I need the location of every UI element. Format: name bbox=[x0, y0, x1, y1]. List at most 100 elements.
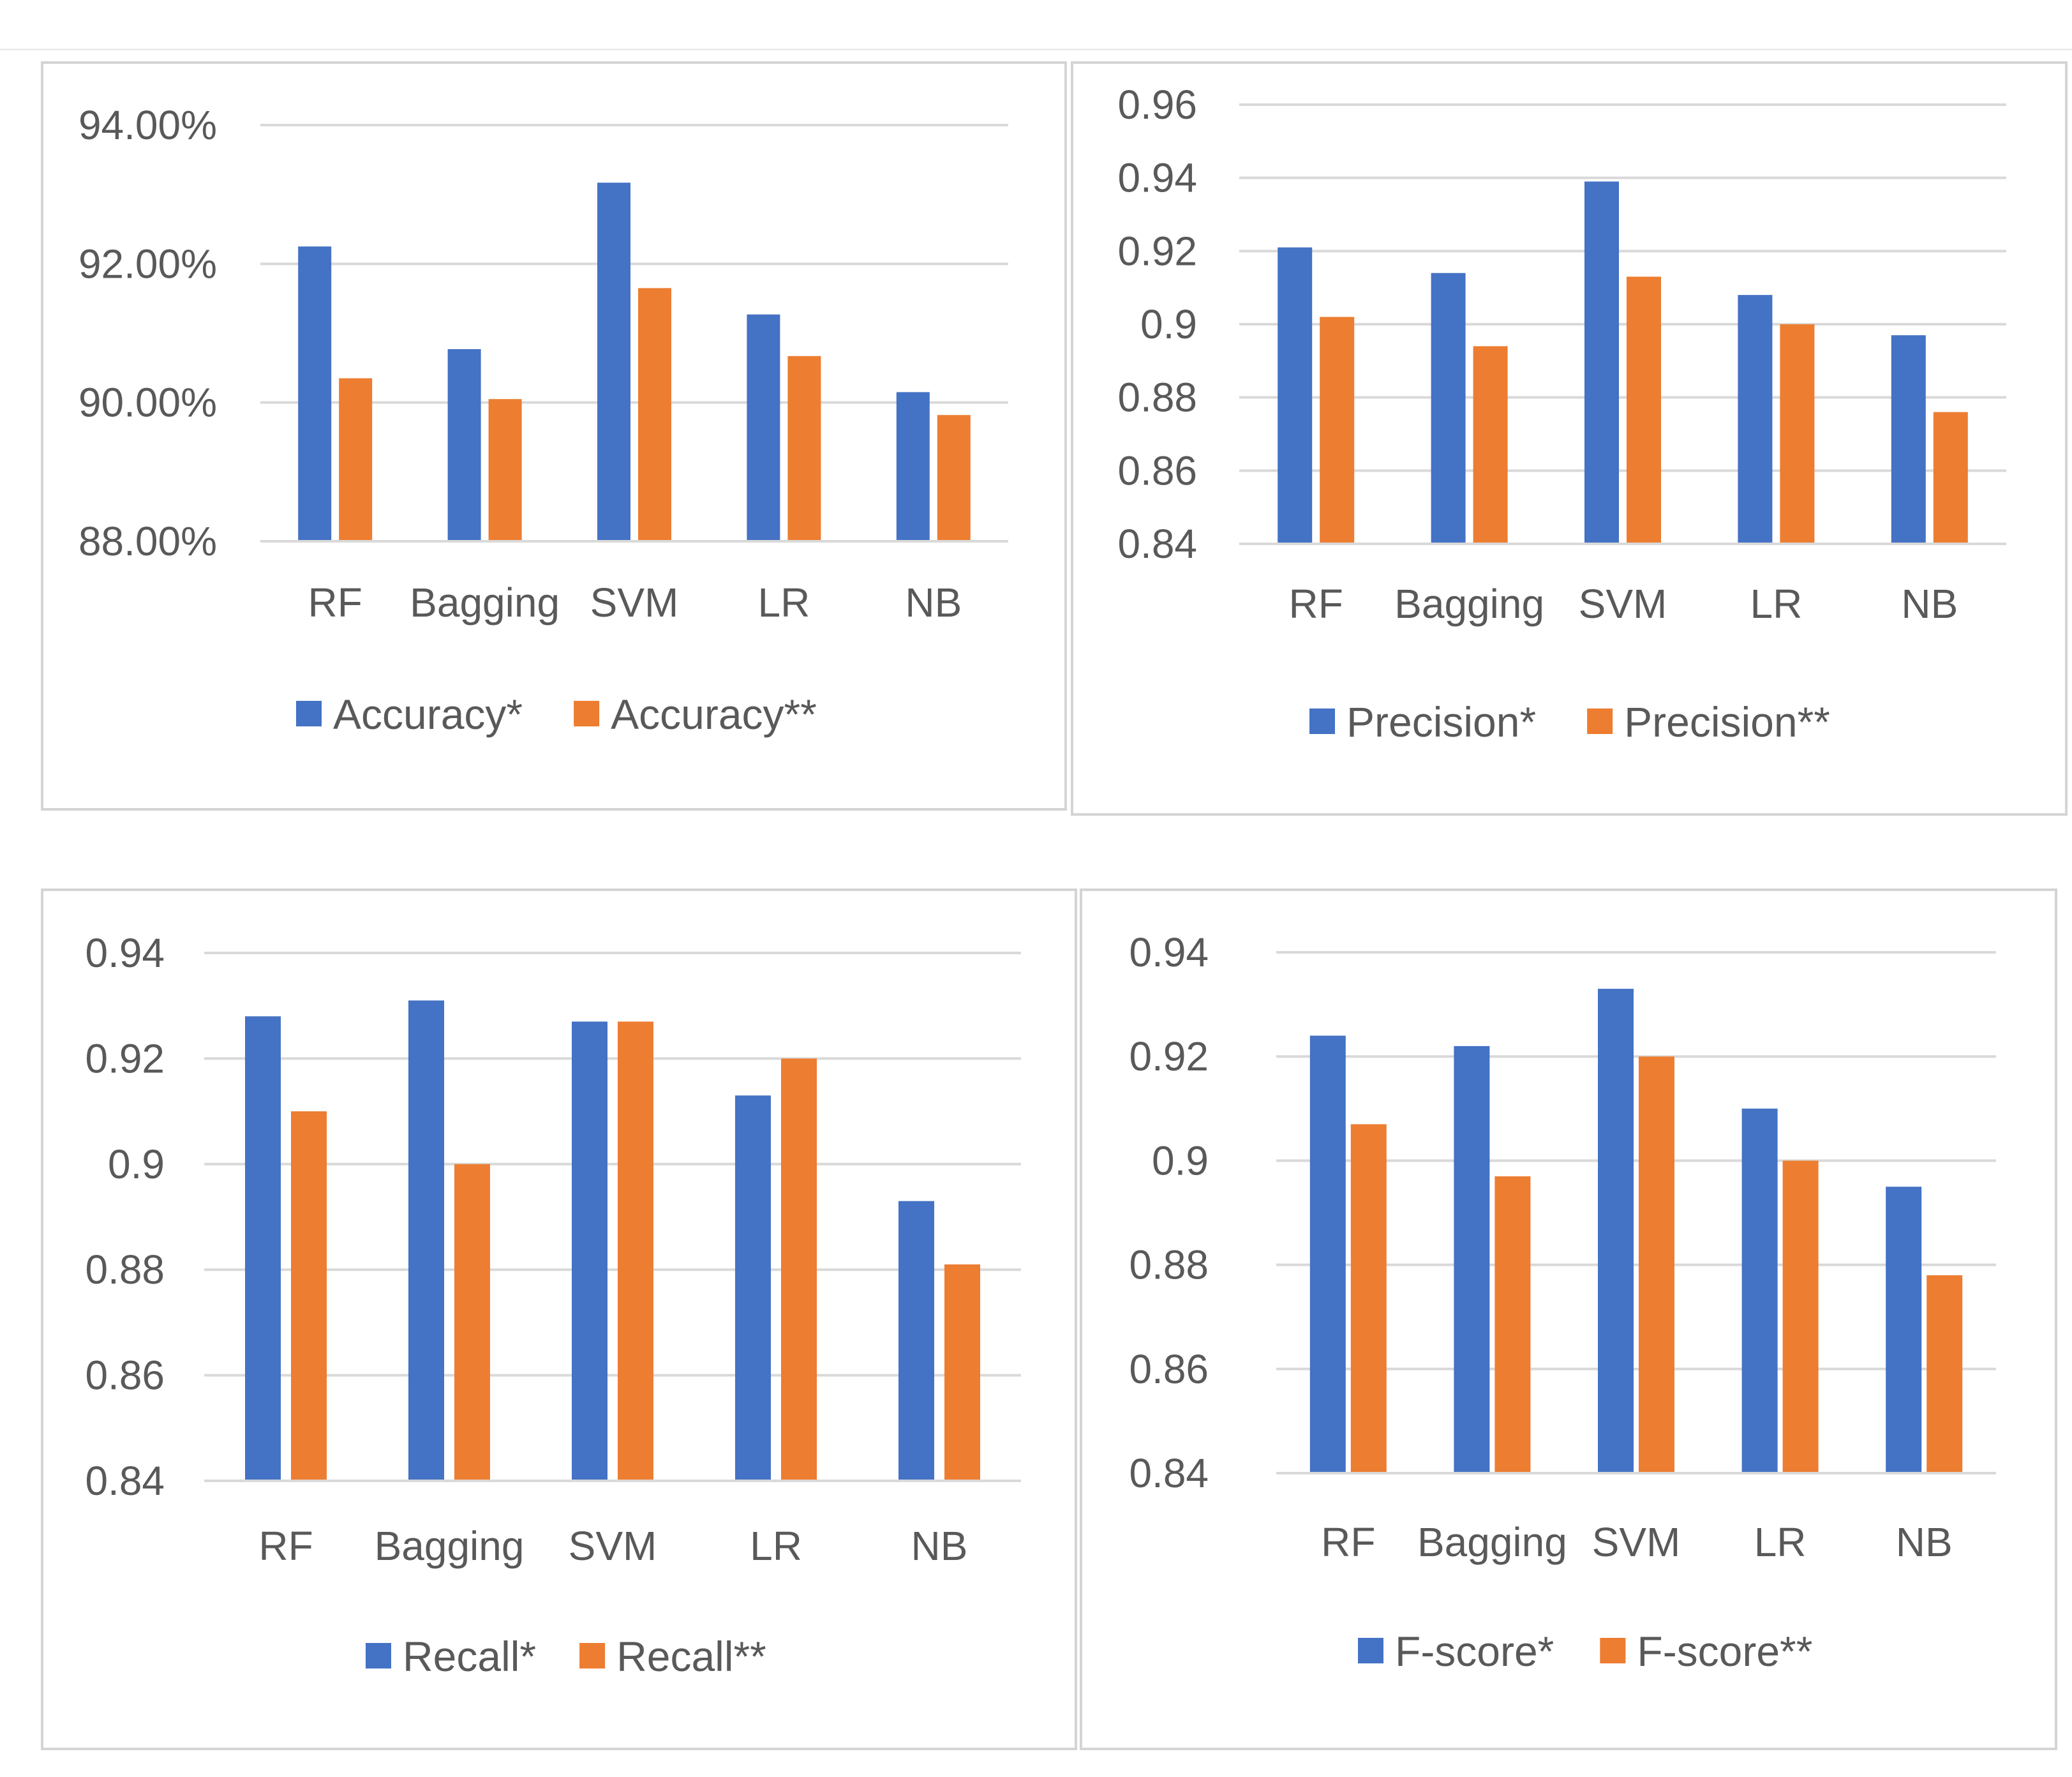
y-tick-label: 94.00% bbox=[78, 102, 217, 148]
legend-swatch bbox=[1587, 709, 1613, 734]
x-tick-label: NB bbox=[905, 580, 962, 626]
bar-lr-series2 bbox=[1780, 324, 1815, 544]
precision-chart-panel: 0.84 0.86 0.88 0.9 0.92 0.94 0.96 RF Bagging SVM L… bbox=[1071, 61, 2068, 816]
recall-chart-panel: 0.84 0.86 0.88 0.9 0.92 0.94 RF Bagging SVM LR NB R… bbox=[41, 888, 1077, 1750]
bar-svm-series2 bbox=[1627, 276, 1661, 544]
legend-swatch bbox=[366, 1643, 391, 1668]
y-tick-label: 0.88 bbox=[1117, 375, 1197, 421]
bar-lr-series2 bbox=[1782, 1160, 1819, 1473]
bar-lr-series1 bbox=[1741, 1108, 1778, 1473]
x-tick-label: SVM bbox=[590, 580, 679, 626]
bar-rf-series2 bbox=[1320, 317, 1355, 544]
x-tick-label: RF bbox=[308, 580, 362, 626]
bar-rf-series2 bbox=[1350, 1124, 1387, 1473]
legend-label: F-score* bbox=[1395, 1628, 1554, 1675]
legend-swatch bbox=[296, 701, 322, 726]
x-tick-label: NB bbox=[1901, 581, 1958, 627]
bar-bagging-series1 bbox=[447, 349, 481, 541]
bar-lr-series1 bbox=[747, 314, 780, 541]
y-tick-label: 0.84 bbox=[1117, 521, 1197, 567]
legend-label: Precision* bbox=[1346, 698, 1536, 746]
y-tick-label: 0.9 bbox=[1140, 301, 1197, 347]
x-tick-label: SVM bbox=[1579, 581, 1667, 627]
y-tick-label: 0.9 bbox=[1152, 1137, 1209, 1183]
y-tick-label: 0.84 bbox=[85, 1458, 165, 1504]
y-tick-label: 0.94 bbox=[1117, 155, 1197, 201]
bar-bagging-series1 bbox=[408, 1000, 444, 1481]
legend-label: Recall** bbox=[616, 1633, 766, 1680]
bar-nb-series1 bbox=[1891, 335, 1926, 544]
fscore-chart: 0.84 0.86 0.88 0.9 0.92 0.94 RF Bagging SVM LR NB F… bbox=[1129, 929, 1996, 1675]
y-tick-label: 0.84 bbox=[1129, 1450, 1209, 1496]
bar-rf-series1 bbox=[245, 1016, 281, 1481]
y-tick-label: 0.96 bbox=[1117, 82, 1197, 128]
x-tick-label: LR bbox=[1750, 581, 1802, 627]
bar-lr-series1 bbox=[735, 1095, 771, 1481]
recall-chart: 0.84 0.86 0.88 0.9 0.92 0.94 RF Bagging SVM LR NB R… bbox=[85, 930, 1021, 1680]
y-tick-label: 0.9 bbox=[108, 1141, 165, 1187]
bar-rf-series2 bbox=[339, 378, 373, 541]
bar-rf-series1 bbox=[1278, 247, 1313, 544]
x-tick-label: Bagging bbox=[410, 580, 560, 626]
legend-swatch bbox=[1309, 709, 1335, 734]
y-tick-label: 0.86 bbox=[1129, 1346, 1209, 1392]
bar-nb-series2 bbox=[1927, 1275, 1963, 1473]
x-tick-label: Bagging bbox=[1417, 1519, 1567, 1565]
x-tick-label: LR bbox=[757, 580, 810, 626]
bar-svm-series1 bbox=[1584, 181, 1619, 544]
bar-rf-series1 bbox=[298, 246, 332, 541]
legend-swatch bbox=[579, 1643, 606, 1668]
legend-label: Accuracy* bbox=[333, 691, 523, 738]
fscore-chart-panel: 0.84 0.86 0.88 0.9 0.92 0.94 RF Bagging SVM LR NB F… bbox=[1080, 888, 2057, 1750]
bar-nb-series2 bbox=[1933, 412, 1968, 544]
legend-label: Accuracy** bbox=[611, 691, 817, 738]
bar-nb-series2 bbox=[937, 415, 971, 541]
bar-lr-series2 bbox=[787, 356, 821, 541]
x-tick-label: LR bbox=[1754, 1519, 1807, 1565]
y-tick-label: 90.00% bbox=[78, 380, 217, 426]
bar-svm-series2 bbox=[1639, 1056, 1674, 1473]
bar-lr-series1 bbox=[1738, 295, 1773, 544]
bar-bagging-series2 bbox=[1473, 346, 1508, 544]
y-tick-label: 92.00% bbox=[78, 241, 217, 287]
legend-swatch bbox=[574, 701, 600, 726]
bar-svm-series1 bbox=[572, 1021, 607, 1481]
bar-rf-series2 bbox=[291, 1111, 327, 1481]
accuracy-chart-panel: 88.00% 90.00% 92.00% 94.00% RF Bagging SVM LR NB… bbox=[41, 61, 1067, 811]
y-tick-label: 0.86 bbox=[85, 1353, 165, 1398]
x-tick-label: Bagging bbox=[1394, 581, 1544, 627]
legend-swatch bbox=[1600, 1638, 1626, 1663]
y-tick-label: 0.88 bbox=[1129, 1242, 1209, 1288]
legend-swatch bbox=[1358, 1638, 1383, 1663]
y-tick-label: 0.92 bbox=[85, 1035, 165, 1081]
legend-label: Recall* bbox=[403, 1633, 536, 1680]
bar-bagging-series2 bbox=[488, 399, 522, 541]
y-tick-label: 0.86 bbox=[1117, 447, 1197, 493]
bar-bagging-series2 bbox=[454, 1164, 490, 1481]
y-tick-label: 88.00% bbox=[78, 518, 217, 564]
x-tick-label: SVM bbox=[569, 1523, 657, 1569]
bar-bagging-series1 bbox=[1431, 273, 1466, 544]
accuracy-chart: 88.00% 90.00% 92.00% 94.00% RF Bagging SVM LR NB… bbox=[78, 102, 1008, 738]
bar-svm-series2 bbox=[638, 288, 671, 541]
bar-svm-series1 bbox=[1598, 989, 1634, 1473]
y-tick-label: 0.94 bbox=[85, 930, 165, 976]
legend-label: Precision** bbox=[1624, 698, 1830, 746]
bar-rf-series1 bbox=[1309, 1035, 1346, 1473]
bar-nb-series2 bbox=[944, 1264, 980, 1481]
bar-nb-series1 bbox=[1886, 1187, 1922, 1473]
bar-nb-series1 bbox=[898, 1201, 934, 1481]
x-tick-label: NB bbox=[1896, 1519, 1953, 1565]
precision-chart: 0.84 0.86 0.88 0.9 0.92 0.94 0.96 RF Bagging SVM L… bbox=[1117, 82, 2006, 746]
y-tick-label: 0.92 bbox=[1117, 228, 1197, 274]
x-tick-label: SVM bbox=[1592, 1519, 1681, 1565]
y-tick-label: 0.94 bbox=[1129, 929, 1209, 975]
legend-label: F-score** bbox=[1637, 1628, 1812, 1675]
y-tick-label: 0.92 bbox=[1129, 1033, 1209, 1079]
x-tick-label: RF bbox=[1289, 581, 1343, 627]
bar-bagging-series2 bbox=[1494, 1176, 1531, 1473]
bar-lr-series2 bbox=[781, 1058, 817, 1481]
y-tick-label: 0.88 bbox=[85, 1247, 165, 1293]
bar-nb-series1 bbox=[896, 392, 930, 541]
bar-bagging-series1 bbox=[1454, 1046, 1490, 1473]
